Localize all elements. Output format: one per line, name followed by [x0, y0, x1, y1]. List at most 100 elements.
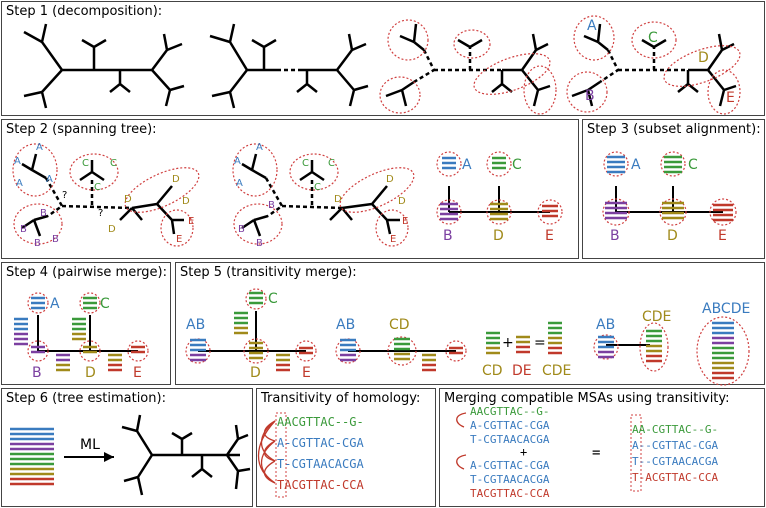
- step6-tree: [121, 414, 251, 496]
- step2-label-e2: E: [176, 234, 182, 245]
- step5-title: Step 5 (transitivity merge):: [180, 265, 357, 280]
- step1-label-c: C: [648, 30, 658, 46]
- step2-diagram: A A A A B B B B C C C D D D D E E ? ? A …: [12, 142, 563, 249]
- step3-diagram: A B C D E: [602, 151, 737, 244]
- merging-msa1-row3: T-CGTAACACGA: [470, 433, 550, 446]
- step1-title: Step 1 (decomposition):: [6, 4, 163, 19]
- step5-label-de: DE: [512, 363, 532, 379]
- step2-label-c1: C: [82, 158, 89, 169]
- step6-ml-label: ML: [80, 437, 100, 453]
- step6-title: Step 6 (tree estimation):: [6, 391, 166, 406]
- step1-tree-3: [385, 23, 551, 107]
- step2b-label-d1: D: [334, 194, 342, 205]
- step2-label-b3: B: [34, 238, 41, 249]
- step2b-label-b2: B: [238, 224, 245, 235]
- step2b-label-a3: A: [236, 178, 243, 189]
- step3-label-d: D: [667, 228, 678, 244]
- step2b-label-c3: C: [314, 182, 321, 193]
- step2-label-c3: C: [94, 182, 101, 193]
- step2-label-e1: E: [188, 216, 194, 227]
- step2-label-b4: B: [52, 234, 59, 245]
- step4-label-a: A: [50, 296, 60, 312]
- step2-title: Step 2 (spanning tree):: [6, 122, 157, 137]
- step5-label-d1: D: [250, 365, 261, 381]
- step4-label-d: D: [85, 365, 96, 381]
- step5-label-e1: E: [302, 365, 311, 381]
- step2-label-d4: D: [182, 196, 190, 207]
- step4-label-b: B: [32, 365, 42, 381]
- merging-title: Merging compatible MSAs using transitivi…: [444, 391, 730, 406]
- step3-label-b: B: [610, 228, 620, 244]
- step5-panel: Step 5 (transitivity merge): C AB D E: [175, 262, 765, 386]
- merging-panel: Merging compatible MSAs using transitivi…: [439, 388, 765, 507]
- step5-label-ab2: AB: [336, 317, 355, 333]
- step2-summary-e: E: [545, 228, 554, 244]
- step1-tree-1: [23, 23, 185, 109]
- step2b-label-b3: B: [256, 238, 263, 249]
- step5-equals: =: [534, 335, 546, 351]
- step2b-label-d2: D: [386, 174, 394, 185]
- step2-label-a2: A: [14, 156, 21, 167]
- homology-title: Transitivity of homology:: [261, 391, 421, 406]
- merging-plus: +: [520, 445, 528, 459]
- step4-label-c: C: [100, 296, 110, 312]
- step2-summary-c: C: [512, 157, 522, 173]
- merging-msa1-row2: A-CGTTAC-CGA: [470, 419, 550, 432]
- step5-diagram: C AB D E AB CD: [185, 288, 750, 386]
- homology-seq-2: A-CGTTAC-CGA: [277, 436, 364, 450]
- step5-label-cd1: CD: [389, 317, 410, 333]
- step5-label-cd2: CD: [482, 363, 503, 379]
- step2-label-b2: B: [20, 224, 27, 235]
- step4-title: Step 4 (pairwise merge):: [6, 265, 168, 280]
- step2b-label-c2: C: [328, 158, 335, 169]
- step2-summary-d: D: [493, 228, 504, 244]
- step6-diagram: ML: [10, 414, 251, 496]
- step2b-label-e2: E: [390, 234, 396, 245]
- homology-seq-1: AACGTTAC--G-: [277, 415, 364, 429]
- homology-seq-3: T-CGTAACACGA: [277, 457, 364, 471]
- step5-label-ab1: AB: [186, 317, 205, 333]
- step2-summary-b: B: [443, 228, 453, 244]
- step5-plus: +: [502, 335, 514, 351]
- step2-label-b1: B: [40, 208, 47, 219]
- step3-label-c: C: [688, 157, 698, 173]
- merging-msa2-row2: T-CGTAACACGA: [470, 473, 550, 486]
- step2-q1: ?: [62, 190, 67, 201]
- step2b-label-e1: E: [402, 216, 408, 227]
- step2b-label-b1: B: [268, 200, 275, 211]
- step3-label-a: A: [631, 157, 641, 173]
- step2b-label-a1: A: [256, 142, 263, 153]
- step2b-label-a2: A: [234, 156, 241, 167]
- merging-msa1-row1: AACGTTAC--G-: [470, 405, 550, 418]
- step1-label-b: B: [585, 88, 595, 104]
- step2b-label-d3: D: [398, 196, 406, 207]
- step2-label-a1: A: [36, 142, 43, 153]
- homology-seq-4: TACGTTAC-CCA: [277, 478, 364, 492]
- merging-result-row4: T-ACGTTAC-CCA: [632, 471, 719, 484]
- merging-msa2-row3: TACGTTAC-CCA: [470, 487, 550, 500]
- step1-label-d: D: [698, 50, 709, 66]
- step3-panel: Step 3 (subset alignment): A B C D E: [582, 119, 765, 259]
- step2-panel: Step 2 (spanning tree): A A A A B B B B …: [1, 119, 579, 259]
- step1-label-a: A: [587, 18, 597, 34]
- homology-panel: Transitivity of homology: AACGTTAC--G- A…: [256, 388, 436, 507]
- merging-result-row3: T--CGTAACACGA: [632, 455, 719, 468]
- step2-label-d2: D: [108, 224, 116, 235]
- step2-label-d3: D: [172, 174, 180, 185]
- step1-trees: A B C D E: [23, 15, 741, 115]
- step1-tree-4: [571, 23, 737, 107]
- step1-tree-2: [209, 23, 369, 109]
- step2b-label-c1: C: [302, 158, 309, 169]
- step5-label-abcde: ABCDE: [702, 301, 750, 317]
- step2-summary-tree: A B C D E: [436, 151, 563, 244]
- step5-label-ab3: AB: [596, 317, 615, 333]
- merging-equals: =: [592, 445, 601, 461]
- step1-panel: Step 1 (decomposition):: [1, 1, 765, 116]
- step2-q2: ?: [98, 208, 103, 219]
- step5-label-cde2: CDE: [642, 309, 671, 325]
- step2-label-d1: D: [124, 194, 132, 205]
- step2-label-c2: C: [110, 158, 117, 169]
- step4-panel: Step 4 (pairwise merge): A B C D E: [1, 262, 171, 385]
- step2-label-a4: A: [46, 174, 53, 185]
- step6-panel: Step 6 (tree estimation): ML: [1, 388, 253, 507]
